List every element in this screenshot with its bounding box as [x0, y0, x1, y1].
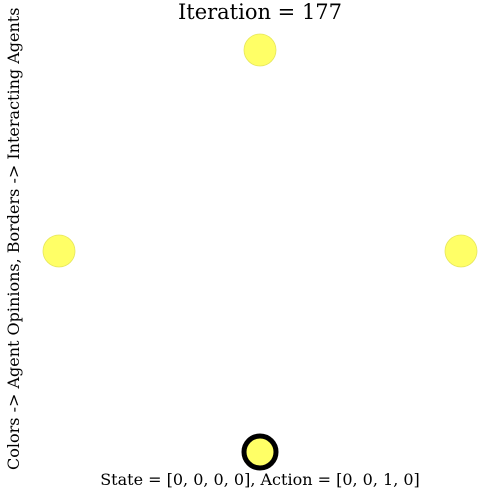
y-axis-label: Colors -> Agent Opinions, Borders -> Int… [4, 7, 23, 470]
figure-title: Iteration = 177 [177, 0, 343, 24]
agent-node-bottom [241, 433, 279, 471]
x-axis-label: State = [0, 0, 0, 0], Action = [0, 0, 1,… [100, 470, 420, 489]
agent-node-right [444, 234, 478, 268]
agent-node-top [243, 33, 277, 67]
agent-node-left [42, 234, 76, 268]
